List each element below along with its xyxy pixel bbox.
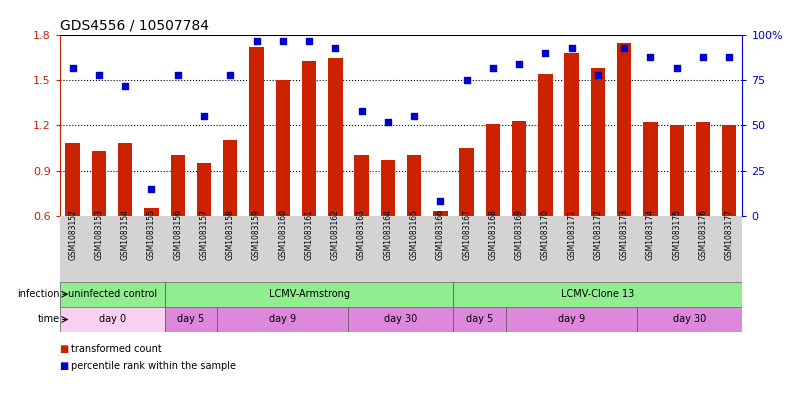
Bar xyxy=(349,307,453,332)
Bar xyxy=(223,140,237,216)
Bar xyxy=(512,121,526,216)
Bar xyxy=(328,58,342,216)
Bar xyxy=(60,307,164,332)
Text: uninfected control: uninfected control xyxy=(67,289,156,299)
Text: day 30: day 30 xyxy=(384,314,418,325)
Point xyxy=(513,61,526,67)
Bar xyxy=(197,163,211,216)
Bar xyxy=(276,81,290,216)
Bar xyxy=(486,124,500,216)
Bar xyxy=(65,143,80,216)
Bar xyxy=(591,68,605,216)
Bar xyxy=(453,307,506,332)
Text: time: time xyxy=(37,314,60,325)
Point xyxy=(172,72,184,78)
Bar xyxy=(696,123,710,216)
Point xyxy=(434,198,447,204)
Bar xyxy=(118,143,133,216)
Bar xyxy=(669,125,684,216)
Point xyxy=(539,50,552,57)
Point xyxy=(329,45,341,51)
Bar xyxy=(434,211,448,216)
Text: GDS4556 / 10507784: GDS4556 / 10507784 xyxy=(60,19,209,33)
Text: day 0: day 0 xyxy=(98,314,125,325)
Point xyxy=(67,65,79,71)
Bar xyxy=(506,307,638,332)
Point xyxy=(696,54,709,60)
Text: day 5: day 5 xyxy=(177,314,205,325)
Point xyxy=(355,108,368,114)
Bar xyxy=(565,53,579,216)
Point xyxy=(224,72,237,78)
Bar xyxy=(407,156,422,216)
Bar xyxy=(380,160,395,216)
Text: ■: ■ xyxy=(60,344,69,354)
Text: ■: ■ xyxy=(60,362,69,371)
Point xyxy=(461,77,473,84)
Text: LCMV-Armstrong: LCMV-Armstrong xyxy=(268,289,349,299)
Point xyxy=(93,72,106,78)
Point xyxy=(145,185,158,192)
Point xyxy=(487,65,499,71)
Text: day 9: day 9 xyxy=(269,314,296,325)
Text: percentile rank within the sample: percentile rank within the sample xyxy=(71,362,237,371)
Bar xyxy=(722,125,737,216)
Bar xyxy=(643,123,657,216)
Point xyxy=(723,54,735,60)
Bar xyxy=(638,307,742,332)
Bar xyxy=(92,151,106,216)
Point xyxy=(381,119,394,125)
Point xyxy=(644,54,657,60)
Bar xyxy=(145,208,159,216)
Bar xyxy=(453,282,742,307)
Point xyxy=(618,45,630,51)
Point xyxy=(250,38,263,44)
Bar xyxy=(171,156,185,216)
Bar xyxy=(60,282,164,307)
Point xyxy=(565,45,578,51)
Bar xyxy=(217,307,349,332)
Bar xyxy=(164,282,453,307)
Text: day 9: day 9 xyxy=(558,314,585,325)
Bar xyxy=(538,74,553,216)
Text: infection: infection xyxy=(17,289,60,299)
Bar xyxy=(302,61,316,216)
Point xyxy=(670,65,683,71)
Text: day 5: day 5 xyxy=(466,314,493,325)
Point xyxy=(303,38,315,44)
Bar xyxy=(249,48,264,216)
Point xyxy=(592,72,604,78)
Point xyxy=(119,83,132,89)
Bar xyxy=(164,307,217,332)
Bar xyxy=(354,156,368,216)
Bar xyxy=(460,148,474,216)
Point xyxy=(198,113,210,119)
Text: day 30: day 30 xyxy=(673,314,707,325)
Text: transformed count: transformed count xyxy=(71,344,162,354)
Point xyxy=(408,113,421,119)
Text: LCMV-Clone 13: LCMV-Clone 13 xyxy=(561,289,634,299)
Point xyxy=(276,38,289,44)
Bar xyxy=(617,43,631,216)
